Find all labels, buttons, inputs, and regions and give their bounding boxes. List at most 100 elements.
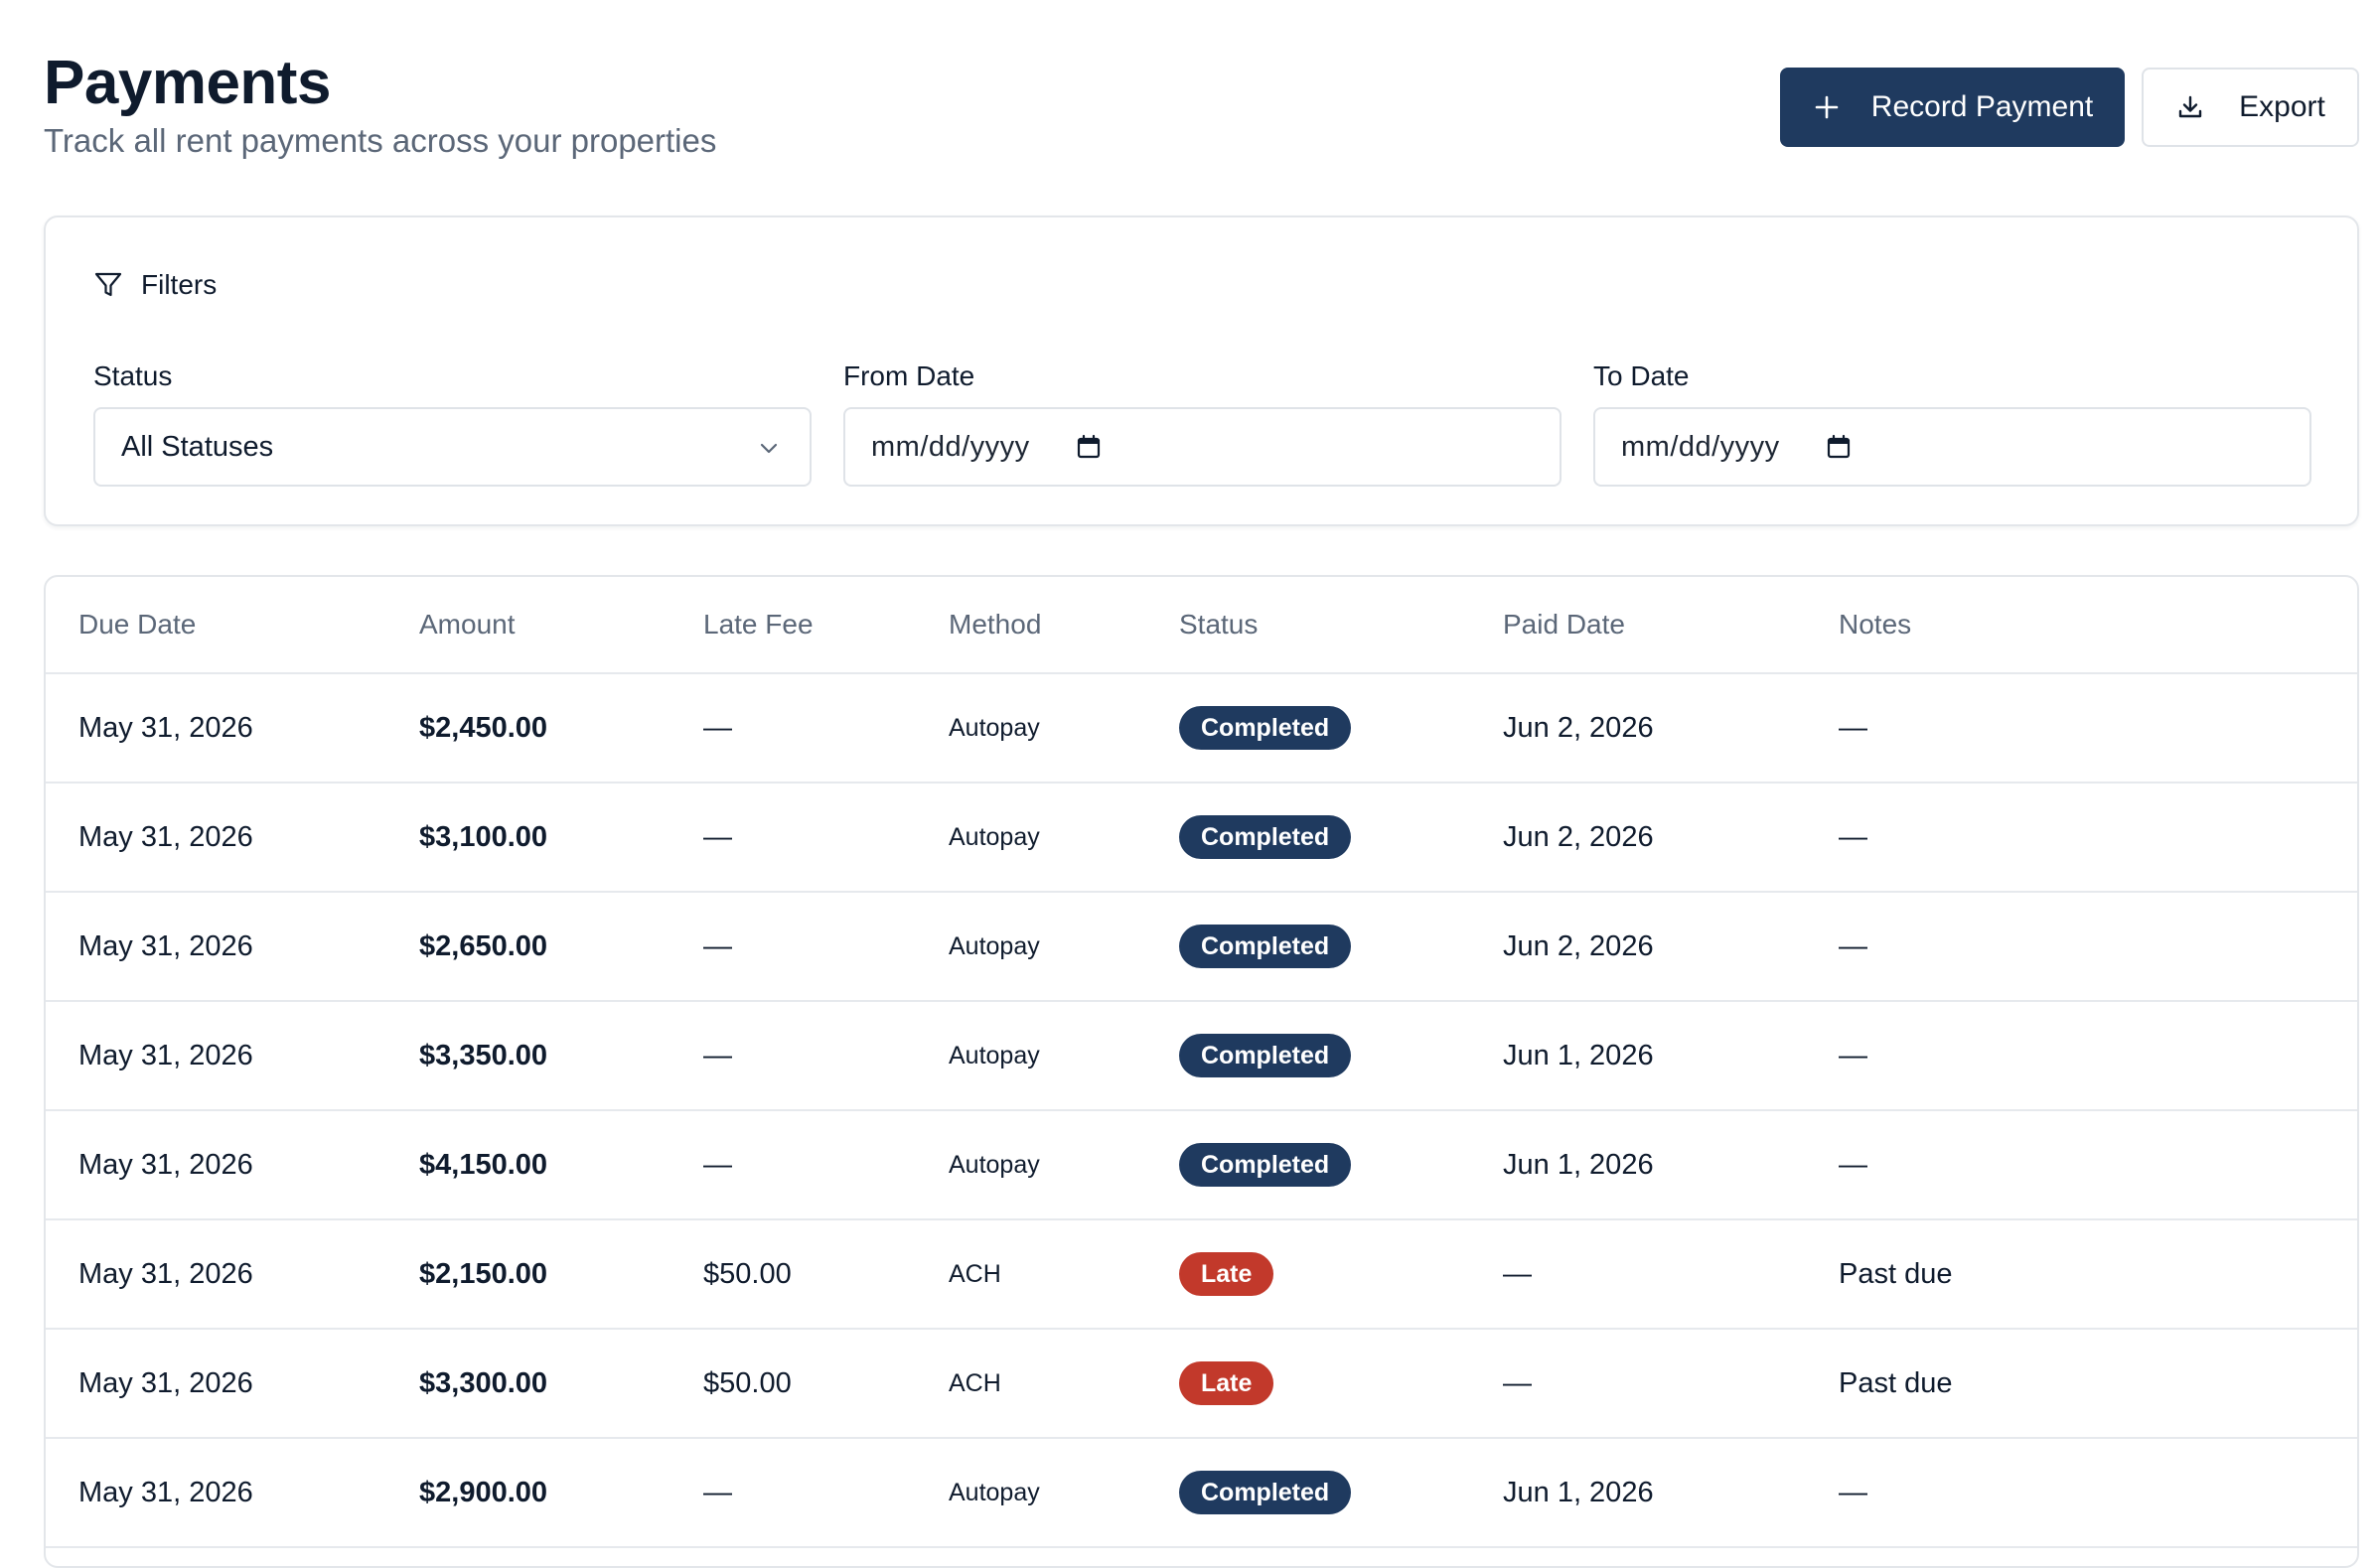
method-cell: Autopay [949, 714, 1040, 742]
table-row[interactable]: May 31, 2026 $3,300.00 $50.00 ACH Late — Past … [46, 1330, 2357, 1439]
paid-date-cell: Jun 2, 2026 [1503, 712, 1654, 744]
from-date-placeholder: mm/dd/yyyy [871, 430, 1030, 463]
status-filter: Status All Statuses [93, 359, 812, 487]
notes-cell: — [1839, 821, 1867, 853]
filters-card: Filters Status All Statuses From Date mm… [44, 215, 2359, 526]
due-date-cell: May 31, 2026 [78, 821, 253, 853]
status-badge: Late [1179, 1361, 1274, 1405]
table-row[interactable]: May 31, 2026 $2,150.00 $50.00 ACH Late — Past … [46, 1220, 2357, 1330]
late-fee-cell: $50.00 [703, 1367, 792, 1399]
status-cell: Late [1179, 1361, 1274, 1405]
amount-cell: $3,300.00 [419, 1367, 548, 1399]
paid-date-cell: — [1503, 1258, 1532, 1290]
to-date-label: To Date [1593, 360, 1690, 391]
method-cell: Autopay [949, 1479, 1040, 1506]
column-header-amount[interactable]: Amount [419, 609, 516, 640]
paid-date-cell: — [1503, 1367, 1532, 1399]
from-date-label: From Date [843, 360, 975, 391]
column-header-late-fee[interactable]: Late Fee [703, 609, 814, 640]
to-date-input[interactable]: mm/dd/yyyy [1593, 407, 2311, 487]
late-fee-cell: — [703, 930, 732, 962]
late-fee-cell: — [703, 1149, 732, 1181]
status-cell: Completed [1179, 706, 1352, 750]
download-icon [2175, 92, 2205, 122]
calendar-icon[interactable] [1826, 434, 1852, 460]
notes-cell: — [1839, 712, 1867, 744]
due-date-cell: May 31, 2026 [78, 1367, 253, 1399]
method-cell: Autopay [949, 1042, 1040, 1069]
table-row[interactable]: May 31, 2026 $2,900.00 — Autopay Completed Ju… [46, 1439, 2357, 1548]
table-body: May 31, 2026 $2,450.00 — Autopay Completed Ju… [46, 674, 2357, 1548]
amount-cell: $2,450.00 [419, 712, 548, 744]
status-cell: Completed [1179, 1471, 1352, 1514]
method-cell: Autopay [949, 932, 1040, 960]
paid-date-cell: Jun 2, 2026 [1503, 821, 1654, 853]
status-badge: Late [1179, 1252, 1274, 1296]
notes-cell: Past due [1839, 1367, 1953, 1399]
record-payment-button[interactable]: Record Payment [1780, 68, 2125, 147]
table-row[interactable]: May 31, 2026 $3,350.00 — Autopay Completed Ju… [46, 1002, 2357, 1111]
status-cell: Late [1179, 1252, 1274, 1296]
paid-date-cell: Jun 2, 2026 [1503, 930, 1654, 962]
page-subtitle: Track all rent payments across your prop… [44, 122, 717, 159]
export-button[interactable]: Export [2142, 68, 2359, 147]
from-date-filter: From Date mm/dd/yyyy [843, 359, 1562, 487]
column-header-notes[interactable]: Notes [1839, 609, 1912, 640]
payments-table: Due Date Amount Late Fee Method Status P… [44, 575, 2359, 1568]
status-cell: Completed [1179, 815, 1352, 859]
due-date-cell: May 31, 2026 [78, 712, 253, 744]
export-label: Export [2239, 90, 2325, 123]
method-cell: Autopay [949, 1151, 1040, 1179]
method-cell: ACH [949, 1260, 1001, 1288]
status-badge: Completed [1179, 706, 1352, 750]
notes-cell: — [1839, 1040, 1867, 1071]
amount-cell: $3,100.00 [419, 821, 548, 853]
table-row[interactable]: May 31, 2026 $4,150.00 — Autopay Completed Ju… [46, 1111, 2357, 1220]
table-row[interactable]: May 31, 2026 $2,450.00 — Autopay Completed Ju… [46, 674, 2357, 784]
status-select[interactable]: All Statuses [93, 407, 812, 487]
late-fee-cell: — [703, 1477, 732, 1508]
amount-cell: $3,350.00 [419, 1040, 548, 1071]
table-row[interactable]: May 31, 2026 $2,650.00 — Autopay Completed Ju… [46, 893, 2357, 1002]
due-date-cell: May 31, 2026 [78, 1258, 253, 1290]
late-fee-cell: — [703, 821, 732, 853]
to-date-filter: To Date mm/dd/yyyy [1593, 359, 2311, 487]
late-fee-cell: — [703, 1040, 732, 1071]
page-header: Payments Track all rent payments across … [44, 0, 2359, 214]
column-header-paid-date[interactable]: Paid Date [1503, 609, 1625, 640]
due-date-cell: May 31, 2026 [78, 1040, 253, 1071]
method-cell: ACH [949, 1369, 1001, 1397]
status-cell: Completed [1179, 1034, 1352, 1077]
status-cell: Completed [1179, 1143, 1352, 1187]
paid-date-cell: Jun 1, 2026 [1503, 1149, 1654, 1181]
status-badge: Completed [1179, 925, 1352, 968]
amount-cell: $4,150.00 [419, 1149, 548, 1181]
amount-cell: $2,900.00 [419, 1477, 548, 1508]
method-cell: Autopay [949, 823, 1040, 851]
column-header-status[interactable]: Status [1179, 609, 1259, 640]
due-date-cell: May 31, 2026 [78, 1477, 253, 1508]
column-header-due-date[interactable]: Due Date [78, 609, 197, 640]
due-date-cell: May 31, 2026 [78, 930, 253, 962]
payments-page: Payments Track all rent payments across … [44, 0, 2359, 1568]
filter-icon [93, 270, 123, 300]
notes-cell: — [1839, 1149, 1867, 1181]
status-select-value: All Statuses [121, 430, 274, 463]
notes-cell: — [1839, 1477, 1867, 1508]
amount-cell: $2,650.00 [419, 930, 548, 962]
notes-cell: — [1839, 930, 1867, 962]
from-date-input[interactable]: mm/dd/yyyy [843, 407, 1562, 487]
amount-cell: $2,150.00 [419, 1258, 548, 1290]
late-fee-cell: $50.00 [703, 1258, 792, 1290]
paid-date-cell: Jun 1, 2026 [1503, 1477, 1654, 1508]
column-header-method[interactable]: Method [949, 609, 1042, 640]
filters-heading: Filters [93, 269, 217, 301]
status-filter-label: Status [93, 360, 173, 391]
table-row[interactable]: May 31, 2026 $3,100.00 — Autopay Completed Ju… [46, 784, 2357, 893]
status-badge: Completed [1179, 1034, 1352, 1077]
status-cell: Completed [1179, 925, 1352, 968]
table-header: Due Date Amount Late Fee Method Status P… [46, 577, 2357, 674]
page-title: Payments [44, 49, 331, 117]
calendar-icon[interactable] [1076, 434, 1102, 460]
due-date-cell: May 31, 2026 [78, 1149, 253, 1181]
